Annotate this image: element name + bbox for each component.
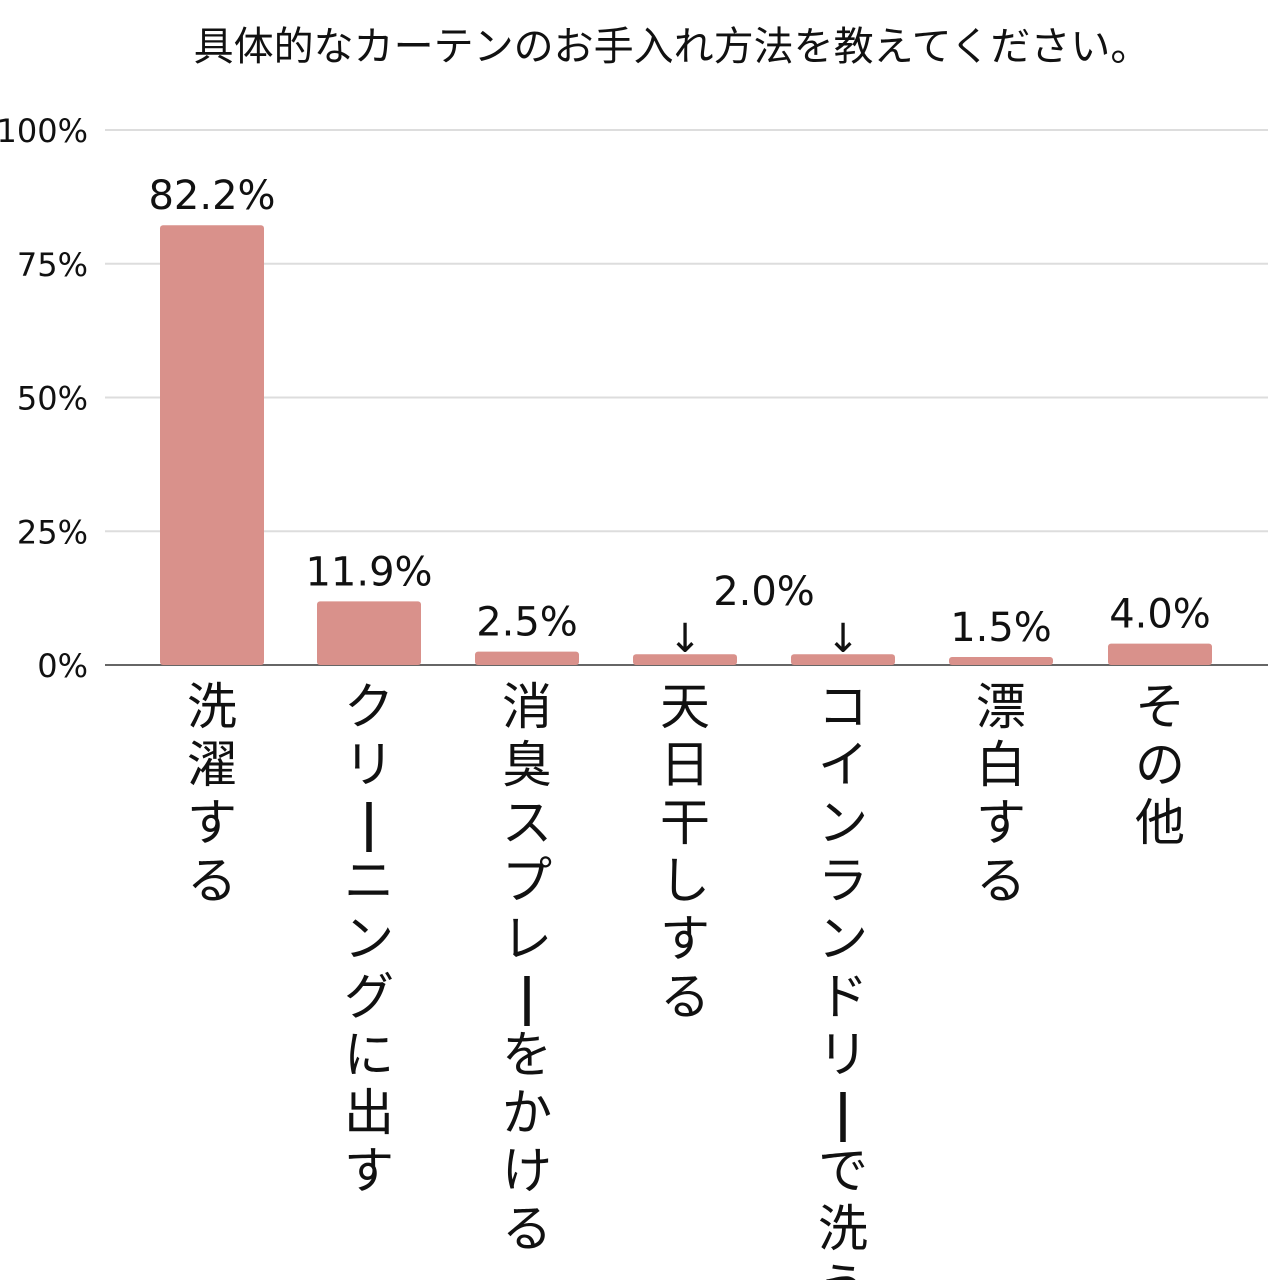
y-tick-label: 75%: [17, 246, 88, 284]
bars: [160, 225, 1212, 666]
data-labels: 82.2% 11.9% 2.5% 1.5% 4.0% 2.0%↓ ↓: [148, 173, 1210, 662]
category-label: 天日干しする: [660, 678, 710, 1026]
y-tick-label: 100%: [0, 112, 88, 150]
category-label: 消臭スプレ|をかける: [502, 678, 552, 1258]
grid-lines: [105, 129, 1268, 666]
bar-5: [791, 654, 895, 665]
category-label: クリ|ニングに出す: [344, 678, 394, 1200]
category-label: コインランドリ|で洗う: [818, 678, 868, 1280]
category-label: 洗濯する: [187, 678, 237, 910]
y-axis-ticks: 0% 25% 50% 75% 100%: [0, 112, 88, 685]
bar-7: [1108, 643, 1212, 665]
data-label: 1.5%: [950, 605, 1052, 651]
arrow-icon: ↓: [826, 616, 860, 662]
y-tick-label: 0%: [37, 647, 88, 685]
data-label: 82.2%: [148, 173, 275, 219]
y-tick-label: 25%: [17, 513, 88, 551]
bar-6: [949, 656, 1053, 665]
data-label: 4.0%: [1109, 592, 1211, 638]
data-label: 2.5%: [476, 600, 578, 646]
bar-4: [633, 654, 737, 665]
chart-title: 具体的なカーテンのお手入れ方法を教えてください。: [194, 24, 1151, 70]
bar-2: [317, 601, 421, 665]
category-label: その他: [1135, 678, 1185, 852]
bar-1: [160, 225, 264, 666]
data-label: 11.9%: [305, 549, 432, 595]
y-tick-label: 50%: [17, 380, 88, 418]
arrow-icon: ↓: [668, 616, 702, 662]
category-labels: 洗濯する クリ|ニングに出す 消臭スプレ|をかける 天日干しする コインランドリ|で洗う…: [187, 678, 1185, 1285]
shared-data-label: 2.0%: [713, 569, 815, 615]
bar-3: [475, 651, 579, 665]
category-label: 漂白する: [976, 678, 1026, 910]
